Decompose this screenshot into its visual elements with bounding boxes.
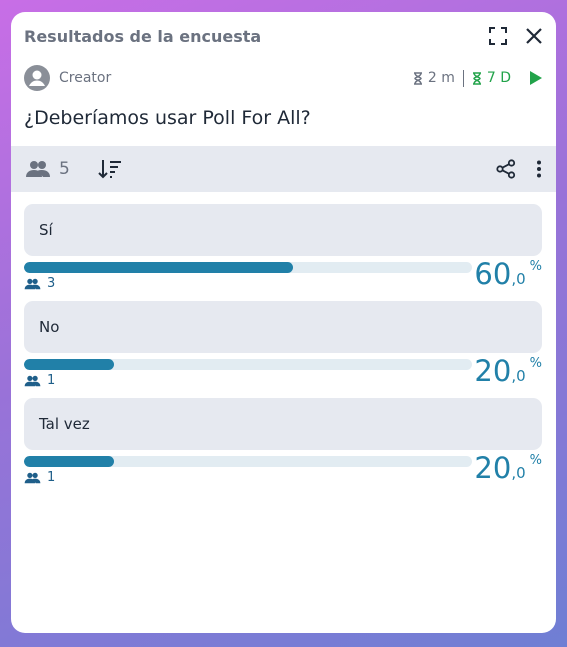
timer-divider [462,69,464,87]
users-icon [24,278,41,289]
participant-count-value: 5 [59,159,70,179]
vote-count-value: 1 [47,470,56,485]
result-bar-fill [24,262,293,273]
percentage-sign: % [529,356,542,371]
percentage-integer: 20 [474,354,512,388]
users-icon [24,375,41,386]
list-item: Tal vez 1 20 ,0 % [24,398,542,495]
list-item: Sí 3 60 ,0 % [24,204,542,301]
creator-name: Creator [59,70,112,86]
percentage: 20 ,0 % [474,450,542,486]
percentage: 60 ,0 % [474,256,542,292]
more-options-icon[interactable] [536,160,542,178]
poll-duration: 7 D [472,70,511,86]
list-item: No 1 20 ,0 % [24,301,542,398]
vote-count: 3 [24,276,55,291]
sort-icon[interactable] [98,159,122,179]
vote-count-value: 3 [47,276,56,291]
options-list: Sí 3 60 ,0 % No [24,204,542,495]
result-bar-fill [24,359,114,370]
percentage-decimal: ,0 [511,464,526,482]
vote-count-value: 1 [47,373,56,388]
poll-question: ¿Deberíamos usar Poll For All? [24,107,311,129]
poll-results-card: Resultados de la encuesta Creator [11,12,556,633]
option-label: Sí [39,221,53,239]
result-bar-fill [24,456,114,467]
percentage-sign: % [529,453,542,468]
percentage-decimal: ,0 [511,270,526,288]
share-icon[interactable] [496,159,516,179]
vote-count: 1 [24,373,55,388]
vote-count: 1 [24,470,55,485]
response-timer: 2 m [413,70,455,86]
avatar [24,65,50,91]
header: Resultados de la encuesta [24,24,543,48]
percentage-decimal: ,0 [511,367,526,385]
result-bar [24,359,472,370]
participant-count: 5 [25,159,70,179]
users-icon [26,161,50,177]
result-bar [24,262,472,273]
option-label: Tal vez [39,415,90,433]
percentage-integer: 60 [474,257,512,291]
play-icon[interactable] [529,70,543,86]
timer-long: 7 D [486,70,511,86]
results-toolbar: 5 [11,146,556,192]
option-label: No [39,318,60,336]
hourglass-icon [472,71,481,85]
option-box[interactable]: No [24,301,542,353]
fullscreen-icon[interactable] [489,27,507,45]
close-icon[interactable] [525,27,543,45]
result-bar [24,456,472,467]
option-box[interactable]: Sí [24,204,542,256]
percentage-sign: % [529,259,542,274]
timer-short: 2 m [427,70,455,86]
users-icon [24,472,41,483]
percentage-integer: 20 [474,451,512,485]
poll-meta: Creator 2 m 7 D [24,64,543,92]
percentage: 20 ,0 % [474,353,542,389]
hourglass-icon [413,71,422,85]
page-title: Resultados de la encuesta [24,26,262,46]
option-box[interactable]: Tal vez [24,398,542,450]
